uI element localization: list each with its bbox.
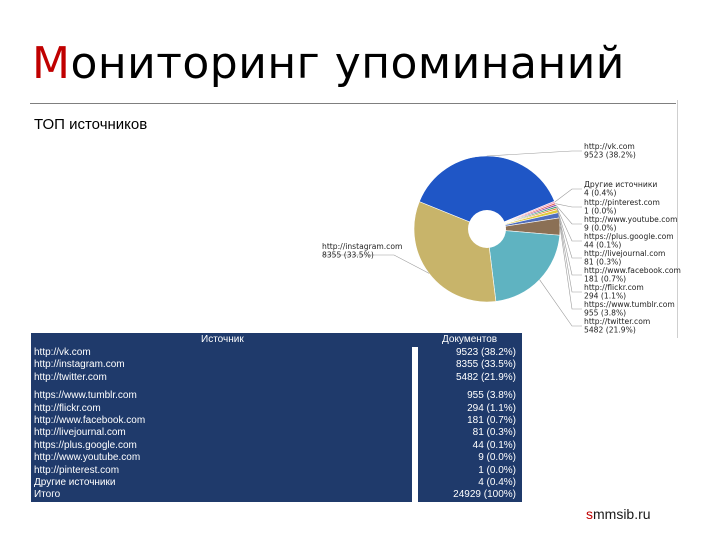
header-docs: Документов xyxy=(415,333,522,347)
table-row: http://pinterest.com 1 (0.0%) xyxy=(31,464,522,478)
table-cell-source: http://instagram.com xyxy=(31,359,415,372)
title-accent-letter: М xyxy=(32,38,71,89)
pie-slice-twitter xyxy=(486,228,561,302)
table-cell-docs: 1 (0.0%) xyxy=(412,464,522,478)
table-row: Итого 24929 (100%) xyxy=(31,489,522,502)
table-cell-source: http://flickr.com xyxy=(31,402,415,416)
table-row: https://plus.google.com 44 (0.1%) xyxy=(31,439,522,453)
pie-label-name: Другие источники xyxy=(584,180,657,189)
leader-line xyxy=(558,215,582,293)
table-cell-source: http://livejournal.com xyxy=(31,427,415,440)
table-cell-source: https://plus.google.com xyxy=(31,439,415,453)
table-group-gap xyxy=(31,384,522,391)
pie-label-value: 5482 (21.9%) xyxy=(584,326,636,335)
leader-line xyxy=(322,254,430,274)
table-body: http://vk.com 9523 (38.2%) http://instagra… xyxy=(31,347,522,502)
table-row: http://vk.com 9523 (38.2%) xyxy=(31,347,522,360)
pie-label-name: https://plus.google.com xyxy=(584,232,674,241)
pie-label-value: 4 (0.4%) xyxy=(584,189,616,198)
footer-accent-letter: s xyxy=(586,506,593,522)
leader-line xyxy=(486,150,582,157)
title-divider xyxy=(30,103,676,104)
table-cell-source: http://www.youtube.com xyxy=(31,452,415,465)
table-cell-source: Другие источники xyxy=(31,477,415,490)
header-source: Источник xyxy=(31,333,415,347)
table-cell-docs: 5482 (21.9%) xyxy=(412,371,522,385)
pie-leader-lines xyxy=(322,150,582,327)
table-cell-docs: 4 (0.4%) xyxy=(412,477,522,490)
pie-label-name: http://www.youtube.com xyxy=(584,215,677,224)
footer-text: mmsib.ru xyxy=(593,506,651,522)
pie-label-name: http://twitter.com xyxy=(584,317,650,326)
table-cell-docs: 44 (0.1%) xyxy=(412,439,522,453)
pie-label-name: http://pinterest.com xyxy=(584,198,660,207)
table-cell-docs: 181 (0.7%) xyxy=(412,415,522,428)
source-table: Источник Документов http://vk.com 9523 (3… xyxy=(31,333,522,502)
table-row: http://livejournal.com 81 (0.3%) xyxy=(31,427,522,440)
pie-label-name: https://www.tumblr.com xyxy=(584,300,675,309)
pie-label-value: 8355 (33.5%) xyxy=(322,251,374,260)
leader-line xyxy=(556,206,582,242)
table-row: http://www.youtube.com 9 (0.0%) xyxy=(31,452,522,465)
leader-line xyxy=(555,203,582,208)
pie-label-value: 9 (0.0%) xyxy=(584,224,616,233)
chart-subtitle: ТОП источников xyxy=(34,116,148,133)
table-cell-docs: 294 (1.1%) xyxy=(412,402,522,416)
pie-label-name: http://livejournal.com xyxy=(584,249,665,258)
pie-label-name: http://instagram.com xyxy=(322,242,402,251)
pie-label-value: 181 (0.7%) xyxy=(584,275,626,284)
pie-label-value: 81 (0.3%) xyxy=(584,258,621,267)
table-cell-docs: 24929 (100%) xyxy=(412,489,522,502)
pie-label-value: 294 (1.1%) xyxy=(584,292,626,301)
table-row: http://instagram.com 8355 (33.5%) xyxy=(31,359,522,372)
table-cell-source: http://pinterest.com xyxy=(31,464,415,478)
leader-line xyxy=(539,279,582,327)
leader-line xyxy=(557,211,582,276)
table-cell-docs: 81 (0.3%) xyxy=(412,427,522,440)
title-text: ониторинг упоминаний xyxy=(70,38,625,89)
table-row: http://flickr.com 294 (1.1%) xyxy=(31,402,522,416)
table-row: http://www.facebook.com 181 (0.7%) xyxy=(31,415,522,428)
page-title: Мониторинг упоминаний xyxy=(32,24,712,104)
pie-label-value: 44 (0.1%) xyxy=(584,241,621,250)
leader-line xyxy=(559,226,582,310)
pie-slice-vk xyxy=(418,155,555,230)
table-row: Другие источники 4 (0.4%) xyxy=(31,477,522,490)
table-cell-source: Итого xyxy=(31,489,415,502)
table-header-row: Источник Документов xyxy=(31,333,522,347)
leader-line xyxy=(556,208,582,259)
gap-cell xyxy=(412,384,522,391)
table-cell-source: http://www.facebook.com xyxy=(31,415,415,428)
chart-frame xyxy=(30,100,678,338)
pie-label-value: 9523 (38.2%) xyxy=(584,151,636,160)
table-cell-docs: 955 (3.8%) xyxy=(412,390,522,403)
gap-cell xyxy=(31,384,415,391)
table-cell-docs: 8355 (33.5%) xyxy=(412,359,522,372)
table-cell-source: https://www.tumblr.com xyxy=(31,390,415,403)
table-row: http://twitter.com 5482 (21.9%) xyxy=(31,371,522,385)
table-cell-docs: 9 (0.0%) xyxy=(412,452,522,465)
leader-line xyxy=(555,205,582,225)
pie-label-name: http://vk.com xyxy=(584,142,635,151)
pie-label-value: 955 (3.8%) xyxy=(584,309,626,318)
pie-label-name: http://flickr.com xyxy=(584,283,644,292)
table-cell-docs: 9523 (38.2%) xyxy=(412,347,522,360)
pie-center-hole xyxy=(468,210,506,248)
table-row: https://www.tumblr.com 955 (3.8%) xyxy=(31,390,522,403)
footer-brand: smmsib.ru xyxy=(586,506,651,522)
table-cell-source: http://twitter.com xyxy=(31,371,415,385)
pie-label-name: http://www.facebook.com xyxy=(584,266,681,275)
leader-line xyxy=(554,188,582,203)
pie-label-value: 1 (0.0%) xyxy=(584,207,616,216)
table-cell-source: http://vk.com xyxy=(31,347,415,360)
